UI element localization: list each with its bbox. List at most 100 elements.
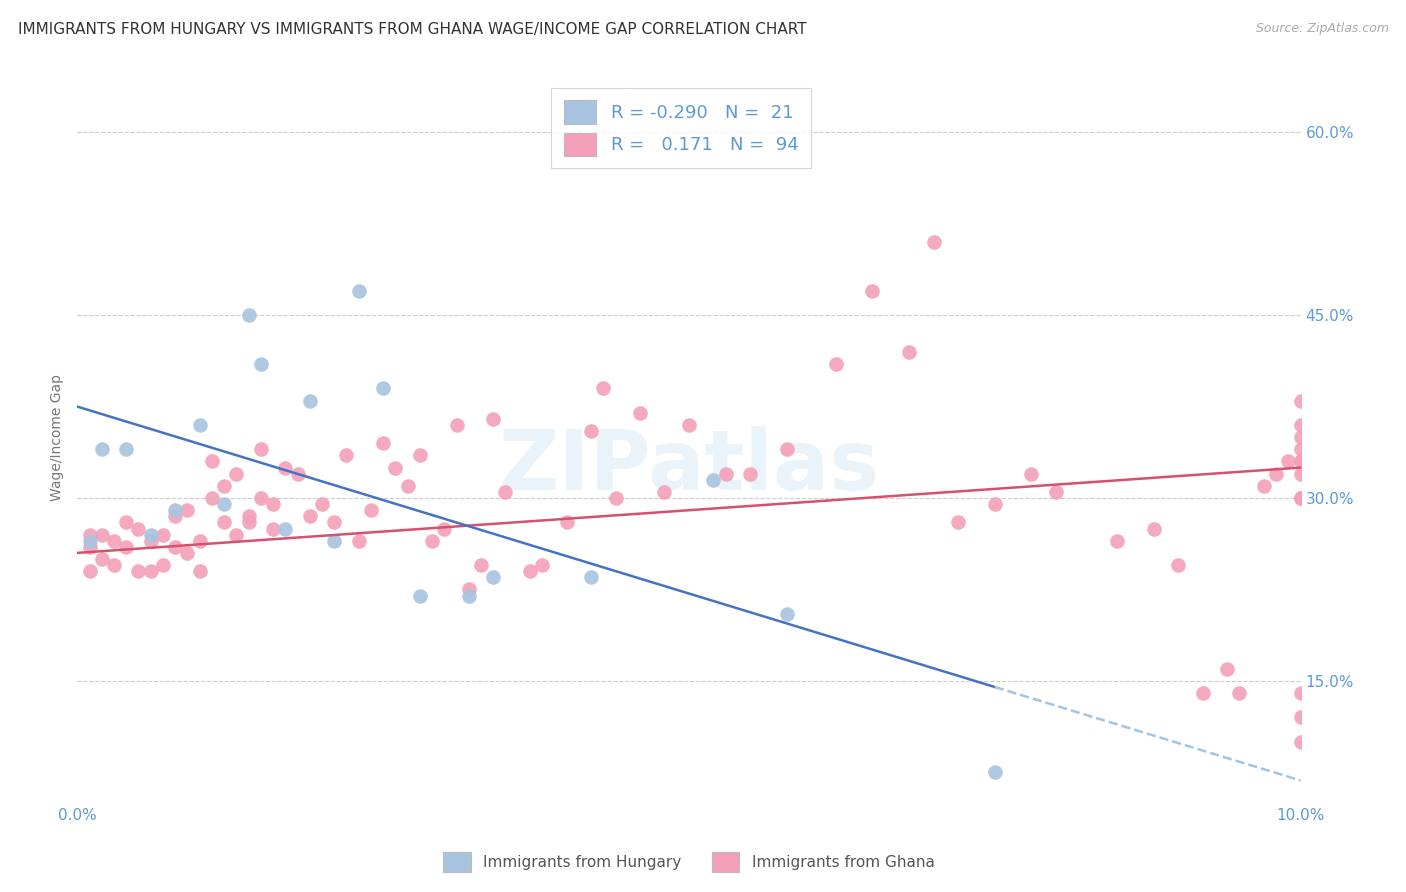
Point bbox=[79, 540, 101, 554]
Point bbox=[90, 527, 112, 541]
Point bbox=[654, 485, 676, 500]
Point bbox=[103, 533, 125, 548]
Point bbox=[605, 491, 627, 505]
Point bbox=[335, 448, 357, 462]
Point bbox=[1191, 686, 1213, 700]
Point bbox=[79, 527, 101, 541]
Point bbox=[298, 509, 321, 524]
Point bbox=[128, 564, 150, 578]
Point bbox=[531, 558, 554, 573]
Point bbox=[1289, 686, 1312, 700]
Point bbox=[311, 497, 333, 511]
Point bbox=[79, 533, 101, 548]
Point bbox=[347, 284, 370, 298]
Point bbox=[115, 540, 138, 554]
Y-axis label: Wage/Income Gap: Wage/Income Gap bbox=[51, 374, 65, 500]
Point bbox=[139, 527, 162, 541]
Point bbox=[519, 564, 541, 578]
Point bbox=[201, 491, 224, 505]
Point bbox=[946, 516, 969, 530]
Point bbox=[776, 442, 799, 457]
Point bbox=[592, 381, 614, 395]
Point bbox=[371, 381, 394, 395]
Point bbox=[188, 533, 211, 548]
Point bbox=[446, 417, 468, 432]
Point bbox=[250, 357, 273, 371]
Point bbox=[115, 516, 138, 530]
Point bbox=[678, 417, 700, 432]
Point bbox=[1289, 454, 1312, 468]
Point bbox=[176, 546, 198, 560]
Point bbox=[103, 558, 125, 573]
Point bbox=[1289, 393, 1312, 408]
Point bbox=[714, 467, 737, 481]
Point bbox=[984, 765, 1007, 780]
Point bbox=[238, 516, 260, 530]
Point bbox=[555, 516, 578, 530]
Point bbox=[482, 412, 505, 426]
Point bbox=[212, 497, 235, 511]
Point bbox=[1289, 454, 1312, 468]
Point bbox=[1107, 533, 1129, 548]
Point bbox=[225, 527, 247, 541]
Point bbox=[1289, 417, 1312, 432]
Point bbox=[1289, 491, 1312, 505]
Point bbox=[457, 589, 479, 603]
Point bbox=[152, 527, 174, 541]
Point bbox=[409, 448, 432, 462]
Point bbox=[323, 533, 346, 548]
Point bbox=[115, 442, 138, 457]
Point bbox=[457, 582, 479, 597]
Point bbox=[371, 436, 394, 450]
Point bbox=[396, 479, 419, 493]
Point bbox=[238, 308, 260, 322]
Point bbox=[201, 454, 224, 468]
Point bbox=[90, 442, 112, 457]
Point bbox=[420, 533, 443, 548]
Point bbox=[165, 540, 187, 554]
Legend: Immigrants from Hungary, Immigrants from Ghana: Immigrants from Hungary, Immigrants from… bbox=[436, 845, 942, 880]
Point bbox=[482, 570, 505, 584]
Point bbox=[1289, 710, 1312, 724]
Point bbox=[262, 497, 284, 511]
Point bbox=[1289, 491, 1312, 505]
Point bbox=[323, 516, 346, 530]
Point bbox=[862, 284, 884, 298]
Point bbox=[287, 467, 309, 481]
Text: ZIPatlas: ZIPatlas bbox=[499, 425, 879, 507]
Point bbox=[776, 607, 799, 621]
Point bbox=[702, 473, 724, 487]
Point bbox=[1229, 686, 1251, 700]
Point bbox=[1289, 430, 1312, 444]
Point bbox=[274, 521, 297, 535]
Point bbox=[250, 491, 273, 505]
Point bbox=[274, 460, 297, 475]
Point bbox=[1216, 662, 1239, 676]
Point bbox=[262, 521, 284, 535]
Point bbox=[470, 558, 492, 573]
Point bbox=[188, 564, 211, 578]
Point bbox=[1045, 485, 1067, 500]
Point bbox=[139, 533, 162, 548]
Text: Source: ZipAtlas.com: Source: ZipAtlas.com bbox=[1256, 22, 1389, 36]
Point bbox=[90, 552, 112, 566]
Point bbox=[1289, 735, 1312, 749]
Text: IMMIGRANTS FROM HUNGARY VS IMMIGRANTS FROM GHANA WAGE/INCOME GAP CORRELATION CHA: IMMIGRANTS FROM HUNGARY VS IMMIGRANTS FR… bbox=[18, 22, 807, 37]
Point bbox=[79, 564, 101, 578]
Point bbox=[347, 533, 370, 548]
Point bbox=[360, 503, 382, 517]
Point bbox=[384, 460, 406, 475]
Point bbox=[139, 564, 162, 578]
Point bbox=[165, 503, 187, 517]
Point bbox=[152, 558, 174, 573]
Point bbox=[188, 417, 211, 432]
Point bbox=[628, 406, 651, 420]
Point bbox=[212, 516, 235, 530]
Point bbox=[409, 589, 432, 603]
Point bbox=[984, 497, 1007, 511]
Point bbox=[495, 485, 517, 500]
Point bbox=[1253, 479, 1275, 493]
Point bbox=[1277, 454, 1299, 468]
Point bbox=[225, 467, 247, 481]
Point bbox=[238, 509, 260, 524]
